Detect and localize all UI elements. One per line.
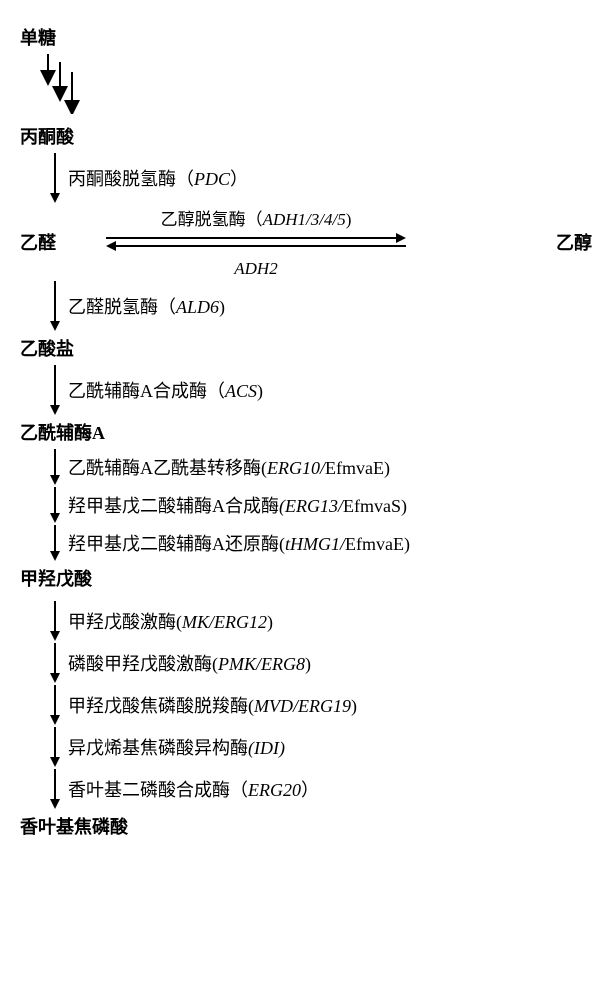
- step-acs: 乙酰辅酶A合成酶（ACS): [48, 365, 592, 415]
- down-arrow-icon: [48, 281, 62, 331]
- metabolite-acetyl-coa: 乙酰辅酶A: [20, 419, 592, 445]
- down-arrow-icon: [48, 685, 62, 725]
- metabolite-monosaccharide: 单糖: [20, 24, 592, 50]
- step-idi: 异戊烯基焦磷酸异构酶(IDI): [48, 727, 592, 767]
- enzyme-acs-label: 乙酰辅酶A合成酶（ACS): [68, 377, 263, 403]
- down-arrow-icon: [48, 365, 62, 415]
- acetaldehyde-ethanol-row: 乙醛 乙醇脱氢酶（ADH1/3/4/5) ADH2 乙醇: [20, 205, 592, 279]
- step-thmg1: 羟甲基戊二酸辅酶A还原酶(tHMG1/EfmvaE): [48, 525, 592, 561]
- step-erg19: 甲羟戊酸焦磷酸脱羧酶(MVD/ERG19): [48, 685, 592, 725]
- step-erg13: 羟甲基戊二酸辅酶A合成酶(ERG13/EfmvaS): [48, 487, 592, 523]
- reversible-arrow-icon: [106, 230, 406, 254]
- down-arrow-icon: [48, 153, 62, 203]
- enzyme-adh2-label: ADH2: [106, 259, 406, 279]
- metabolite-acetaldehyde: 乙醛: [20, 229, 56, 255]
- enzyme-erg13-label: 羟甲基戊二酸辅酶A合成酶(ERG13/EfmvaS): [68, 492, 407, 518]
- down-arrow-icon: [48, 449, 62, 485]
- enzyme-ald6-label: 乙醛脱氢酶（ALD6): [68, 293, 225, 319]
- enzyme-thmg1-label: 羟甲基戊二酸辅酶A还原酶(tHMG1/EfmvaE): [68, 530, 410, 556]
- enzyme-erg20-label: 香叶基二磷酸合成酶（ERG20）: [68, 776, 319, 802]
- step-erg10: 乙酰辅酶A乙酰基转移酶(ERG10/EfmvaE): [48, 449, 592, 485]
- metabolite-mevalonate: 甲羟戊酸: [20, 565, 592, 591]
- down-arrow-icon: [48, 601, 62, 641]
- enzyme-adh-forward-label: 乙醇脱氢酶（ADH1/3/4/5): [106, 205, 406, 230]
- down-arrow-icon: [48, 643, 62, 683]
- step-ald6: 乙醛脱氢酶（ALD6): [48, 281, 592, 331]
- step-pdc: 丙酮酸脱氢酶（PDC）: [48, 153, 592, 203]
- step-erg8: 磷酸甲羟戊酸激酶(PMK/ERG8): [48, 643, 592, 683]
- enzyme-pdc-label: 丙酮酸脱氢酶（PDC）: [68, 165, 248, 191]
- metabolite-pyruvate: 丙酮酸: [20, 123, 592, 149]
- metabolite-acetate: 乙酸盐: [20, 335, 592, 361]
- metabolite-ethanol: 乙醇: [536, 229, 592, 255]
- enzyme-erg12-label: 甲羟戊酸激酶(MK/ERG12): [68, 608, 273, 634]
- triple-down-arrow-icon: [40, 54, 90, 114]
- down-arrow-icon: [48, 525, 62, 561]
- down-arrow-icon: [48, 769, 62, 809]
- step-erg20: 香叶基二磷酸合成酶（ERG20）: [48, 769, 592, 809]
- metabolite-gpp: 香叶基焦磷酸: [20, 813, 592, 839]
- step-erg12: 甲羟戊酸激酶(MK/ERG12): [48, 601, 592, 641]
- enzyme-erg10-label: 乙酰辅酶A乙酰基转移酶(ERG10/EfmvaE): [68, 454, 390, 480]
- down-arrow-icon: [48, 487, 62, 523]
- enzyme-erg19-label: 甲羟戊酸焦磷酸脱羧酶(MVD/ERG19): [68, 692, 357, 718]
- enzyme-erg8-label: 磷酸甲羟戊酸激酶(PMK/ERG8): [68, 650, 311, 676]
- triple-arrow-block: [40, 54, 592, 119]
- down-arrow-icon: [48, 727, 62, 767]
- enzyme-idi-label: 异戊烯基焦磷酸异构酶(IDI): [68, 734, 285, 760]
